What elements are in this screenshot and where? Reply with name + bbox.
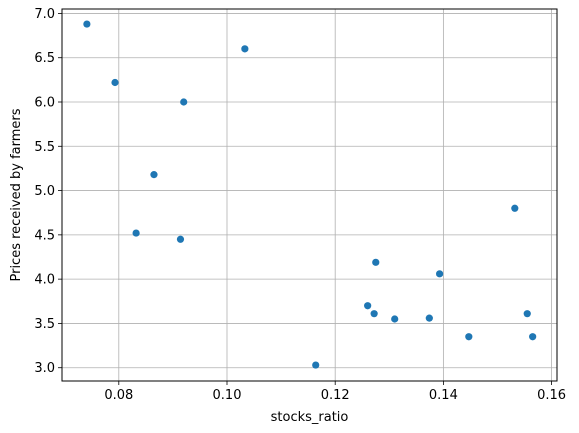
y-tick-label: 5.0 <box>34 184 55 199</box>
scatter-point <box>241 45 249 53</box>
scatter-point <box>150 171 158 179</box>
scatter-point <box>132 229 140 237</box>
scatter-point <box>180 98 188 106</box>
scatter-point <box>176 235 185 243</box>
scatter-point <box>111 78 119 87</box>
x-tick-label: 0.14 <box>429 388 458 403</box>
scatter-point <box>312 361 320 369</box>
y-tick-label: 4.5 <box>34 228 55 243</box>
x-axis-ticks: 0.08 0.10 0.12 0.14 0.16 <box>104 381 566 403</box>
data-points <box>83 20 537 369</box>
y-tick-label: 6.0 <box>34 96 55 111</box>
scatter-point <box>370 310 378 318</box>
scatter-point <box>425 314 433 322</box>
scatter-point <box>465 333 473 341</box>
plot-area-frame <box>61 8 558 382</box>
y-tick-label: 3.0 <box>34 361 55 376</box>
x-tick-label: 0.12 <box>321 388 350 403</box>
x-axis-label: stocks_ratio <box>271 410 349 425</box>
scatter-point <box>364 302 372 310</box>
scatter-point <box>372 258 380 266</box>
scatter-point <box>391 315 399 323</box>
grid <box>62 9 557 381</box>
y-tick-label: 5.5 <box>34 140 55 155</box>
x-tick-label: 0.10 <box>213 388 242 403</box>
y-tick-label: 6.5 <box>34 51 55 66</box>
scatter-point <box>529 333 537 341</box>
y-axis-label: Prices received by farmers <box>9 108 24 281</box>
y-tick-label: 7.0 <box>34 7 55 22</box>
y-axis-ticks: 3.0 3.5 4.0 4.5 5.0 5.5 6.0 6.5 7.0 <box>34 7 62 376</box>
x-tick-label: 0.16 <box>537 388 566 403</box>
x-tick-label: 0.08 <box>104 388 133 403</box>
y-tick-label: 4.0 <box>34 273 55 288</box>
scatter-point <box>83 20 91 28</box>
scatter-point <box>436 270 444 278</box>
scatter-point <box>511 204 519 212</box>
scatter-point <box>523 310 531 318</box>
y-tick-label: 3.5 <box>34 317 55 332</box>
